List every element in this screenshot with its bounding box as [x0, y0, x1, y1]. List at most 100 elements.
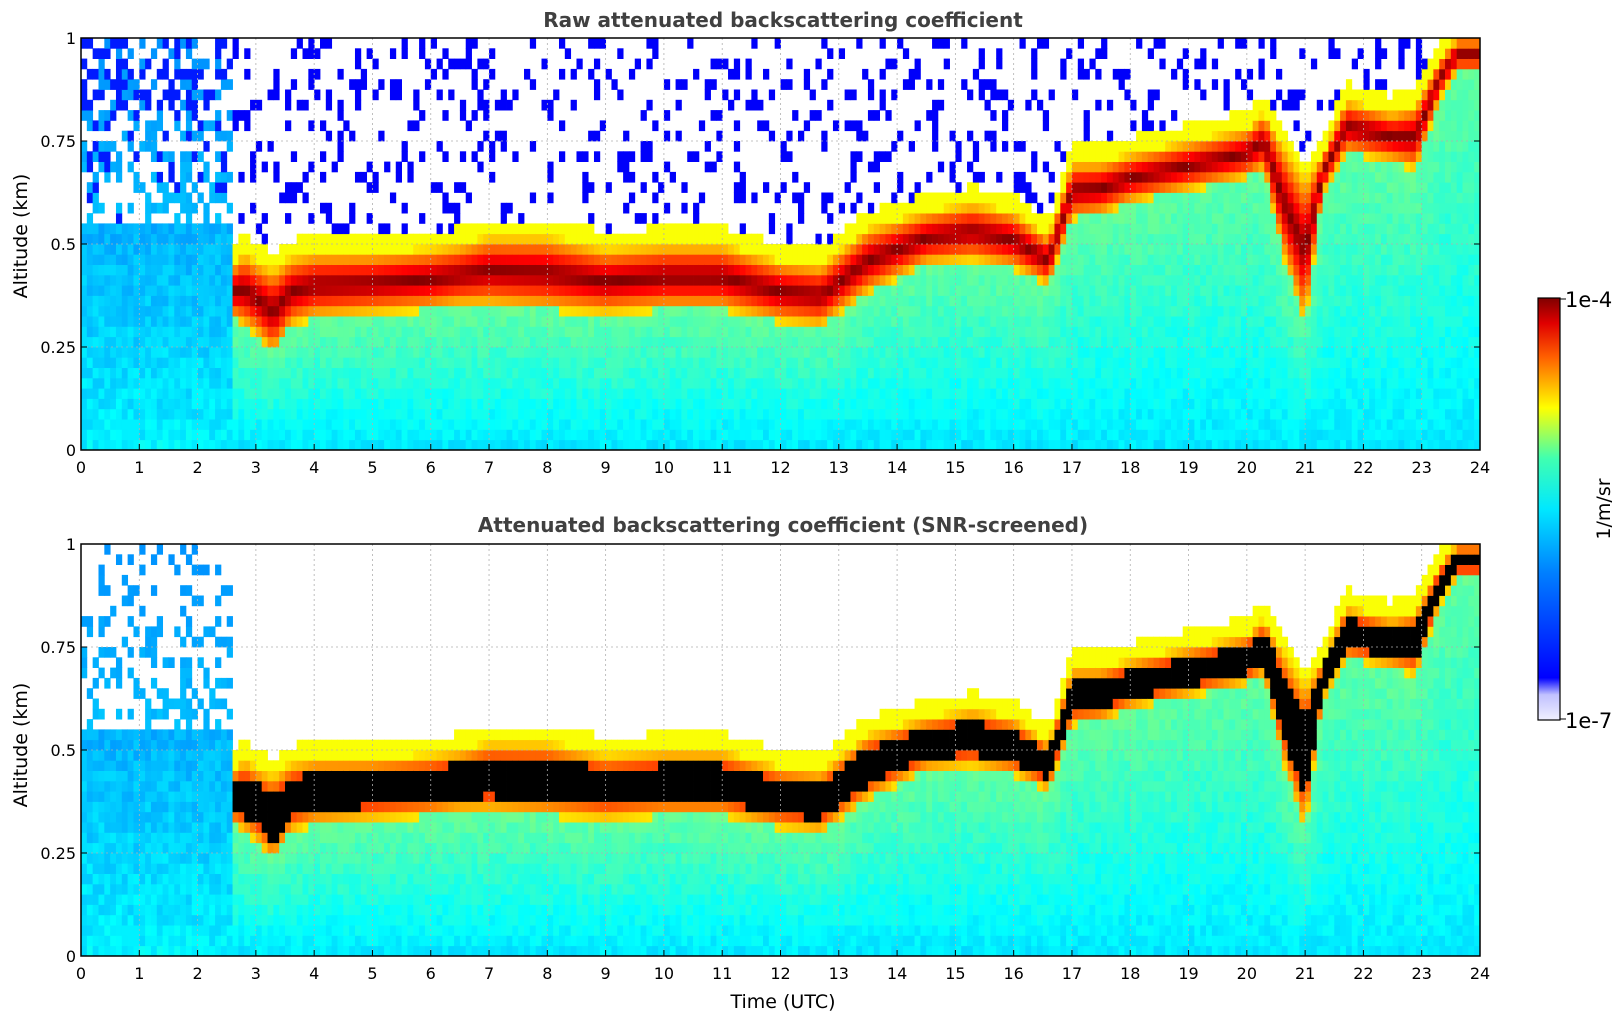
heatmap-cell: [844, 264, 851, 276]
heatmap-cell: [127, 429, 134, 441]
heatmap-cell: [314, 388, 321, 399]
heatmap-cell: [185, 388, 193, 399]
heatmap-cell: [728, 264, 735, 276]
heatmap-cell: [710, 285, 717, 296]
heatmap-cell: [961, 285, 968, 296]
heatmap-cell: [1124, 388, 1131, 399]
heatmap-cell: [180, 151, 187, 162]
heatmap-cell: [1036, 429, 1044, 441]
heatmap-cell: [267, 316, 274, 327]
heatmap-cell: [850, 223, 857, 235]
heatmap-cell: [325, 285, 333, 296]
heatmap-cell: [943, 244, 950, 255]
heatmap-cell: [185, 305, 193, 317]
heatmap-cell: [786, 223, 793, 235]
heatmap-cell: [716, 367, 723, 379]
heatmap-cell: [710, 408, 717, 420]
heatmap-cell: [1002, 336, 1009, 348]
heatmap-cell: [926, 295, 933, 307]
heatmap-cell: [1013, 192, 1020, 204]
heatmap-cell: [838, 367, 846, 379]
heatmap-cell: [716, 274, 723, 286]
heatmap-cell: [250, 357, 257, 368]
heatmap-cell: [500, 326, 507, 338]
heatmap-cell: [955, 285, 962, 296]
heatmap-cell: [1112, 223, 1119, 235]
heatmap-cell: [250, 254, 257, 265]
heatmap-cell: [599, 377, 607, 389]
heatmap-cell: [430, 274, 437, 286]
heatmap-cell: [162, 357, 169, 368]
heatmap-cell: [967, 202, 974, 214]
heatmap-cell: [174, 274, 181, 286]
heatmap-cell: [564, 439, 572, 451]
heatmap-cell: [448, 89, 455, 101]
heatmap-cell: [576, 357, 583, 368]
heatmap-cell: [897, 264, 904, 276]
heatmap-cell: [698, 336, 706, 348]
heatmap-cell: [751, 408, 758, 420]
heatmap-cell: [879, 388, 886, 399]
heatmap-cell: [203, 429, 210, 441]
heatmap-cell: [885, 347, 892, 358]
heatmap-cell: [1083, 171, 1090, 183]
heatmap-cell: [86, 233, 94, 245]
heatmap-cell: [273, 68, 280, 80]
heatmap-cell: [943, 285, 950, 296]
heatmap-cell: [617, 316, 624, 327]
heatmap-cell: [436, 285, 443, 296]
heatmap-cell: [698, 264, 706, 276]
heatmap-cell: [1042, 233, 1050, 245]
heatmap-cell: [285, 120, 292, 132]
heatmap-cell: [209, 336, 216, 348]
heatmap-cell: [838, 336, 846, 348]
heatmap-cell: [1071, 295, 1079, 307]
heatmap-cell: [733, 244, 741, 255]
heatmap-cell: [728, 388, 735, 399]
heatmap-cell: [955, 429, 962, 441]
heatmap-cell: [1002, 326, 1009, 338]
heatmap-cell: [663, 326, 671, 338]
heatmap-cell: [180, 244, 187, 255]
heatmap-cell: [372, 357, 379, 368]
heatmap-cell: [862, 336, 869, 348]
heatmap-cell: [1002, 305, 1009, 317]
heatmap-cell: [593, 295, 601, 307]
heatmap-cell: [570, 274, 577, 286]
heatmap-cell: [150, 295, 158, 307]
heatmap-cell: [1025, 264, 1032, 276]
heatmap-cell: [220, 408, 228, 420]
heatmap-cell: [850, 316, 857, 327]
heatmap-cell: [1083, 110, 1090, 121]
heatmap-cell: [1106, 326, 1114, 338]
heatmap-cell: [296, 439, 303, 451]
heatmap-cell: [704, 79, 711, 90]
heatmap-cell: [139, 357, 146, 368]
heatmap-cell: [1141, 377, 1149, 389]
heatmap-cell: [1124, 192, 1131, 204]
heatmap-cell: [1101, 264, 1108, 276]
heatmap-cell: [535, 347, 542, 358]
heatmap-cell: [558, 357, 566, 368]
heatmap-cell: [191, 130, 198, 142]
heatmap-cell: [1095, 99, 1102, 111]
heatmap-cell: [1019, 171, 1026, 183]
heatmap-cell: [693, 357, 700, 368]
heatmap-cell: [477, 336, 484, 348]
heatmap-cell: [185, 357, 193, 368]
heatmap-cell: [232, 419, 239, 430]
heatmap-cell: [1066, 264, 1073, 276]
heatmap-cell: [1106, 192, 1114, 204]
heatmap-cell: [145, 377, 152, 389]
heatmap-cell: [162, 254, 169, 265]
heatmap-cell: [1036, 295, 1044, 307]
heatmap-cell: [273, 161, 280, 173]
heatmap-cell: [226, 377, 233, 389]
heatmap-cell: [1118, 357, 1125, 368]
heatmap-cell: [856, 305, 863, 317]
heatmap-cell: [320, 377, 327, 389]
heatmap-cell: [308, 419, 315, 430]
heatmap-cell: [349, 79, 356, 90]
heatmap-cell: [797, 419, 805, 430]
heatmap-cell: [150, 326, 158, 338]
